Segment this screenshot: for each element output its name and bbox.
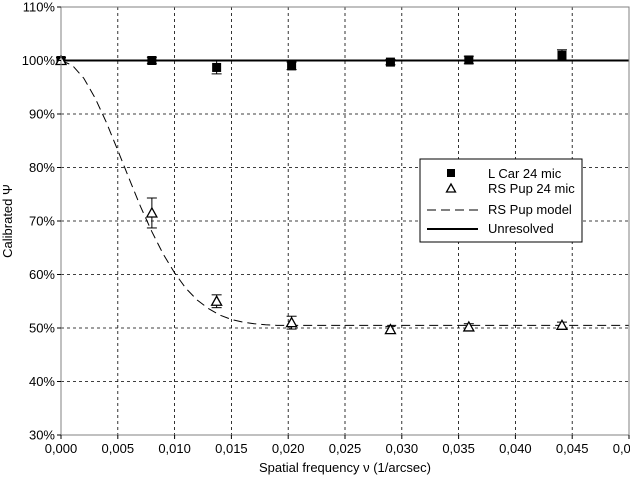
x-tick-label: 0,015 [215,441,248,456]
x-tick-label: 0,000 [45,441,78,456]
legend: L Car 24 mic RS Pup 24 mic RS Pup model … [419,158,583,243]
l-car-point [464,55,474,65]
x-tick-label: 0,050 [613,441,630,456]
rs-pup-point [555,318,569,330]
x-tick-label: 0,035 [442,441,475,456]
x-tick-label: 0,040 [499,441,532,456]
legend-label-rs-pup-model: RS Pup model [488,202,572,217]
legend-label-unresolved: Unresolved [488,221,554,236]
legend-marker-rs-pup [445,182,457,193]
y-tick-label: 50% [29,321,55,336]
legend-label-l-car: L Car 24 mic [488,166,562,181]
l-car-point [212,62,222,72]
y-tick-label: 70% [29,214,55,229]
y-tick-label: 40% [29,374,55,389]
y-tick-label: 90% [29,107,55,122]
legend-label-rs-pup: RS Pup 24 mic [488,181,575,196]
x-tick-label: 0,020 [272,441,305,456]
l-car-point [147,56,157,65]
l-car-point [385,57,395,67]
y-tick-label: 110% [23,0,56,15]
rs-pup-point [384,323,397,335]
ticks: 0,000 0,005 0,010 0,015 0,020 0,025 0,030 0,035… [22,0,630,456]
rs-pup-point [462,320,475,332]
y-tick-label: 60% [29,267,55,282]
x-tick-label: 0,030 [386,441,419,456]
l-car-point [557,50,567,60]
x-tick-label: 0,005 [102,441,135,456]
rs-pup-point [285,316,298,328]
rs-pup-point [210,294,223,306]
rs-pup-model-line [60,60,629,326]
y-tick-label: 80% [29,160,55,175]
legend-marker-l-car [447,169,455,177]
y-tick-label: 100% [22,53,56,68]
x-tick-label: 0,045 [556,441,589,456]
y-axis-title: Calibrated Ψ [0,184,15,258]
y-tick-label: 30% [29,428,55,443]
l-car-point [287,61,297,71]
rs-pup-point [145,206,158,218]
x-axis-title: Spatial frequency ν (1/arcsec) [259,460,431,475]
x-tick-label: 0,010 [158,441,191,456]
x-tick-label: 0,025 [329,441,362,456]
